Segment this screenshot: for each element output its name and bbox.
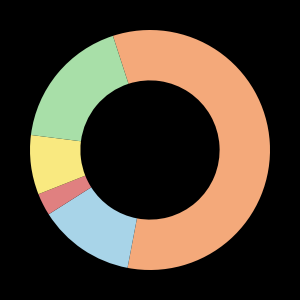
Wedge shape <box>38 176 91 214</box>
Wedge shape <box>113 30 270 270</box>
Wedge shape <box>30 135 85 194</box>
Wedge shape <box>49 187 137 268</box>
Wedge shape <box>31 36 128 141</box>
